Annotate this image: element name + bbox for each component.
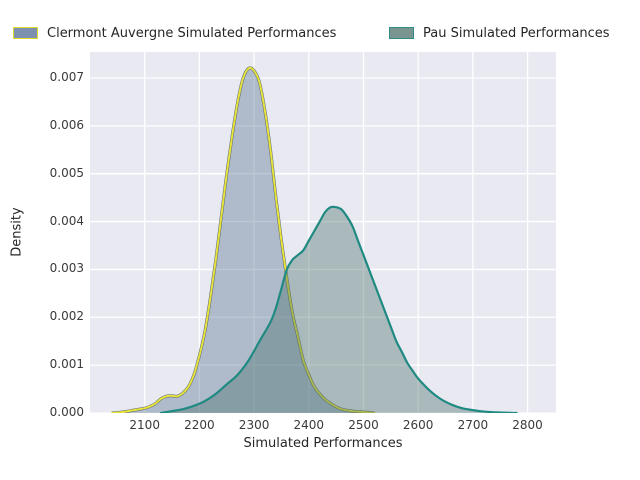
x-tick-2800: 2800 <box>512 418 543 432</box>
legend-swatch-clermont <box>13 27 38 39</box>
y-tick-0.007: 0.007 <box>49 69 84 84</box>
legend-label-clermont: Clermont Auvergne Simulated Performances <box>47 25 337 41</box>
series-pau <box>160 205 518 413</box>
x-axis-title: Simulated Performances <box>243 436 403 451</box>
x-tick-2400: 2400 <box>293 418 325 432</box>
y-axis-title: Density <box>9 207 25 257</box>
x-tick-2700: 2700 <box>457 418 489 432</box>
legend-item-clermont: Clermont Auvergne Simulated Performances <box>13 25 336 41</box>
x-tick-2300: 2300 <box>238 418 270 432</box>
x-tick-2500: 2500 <box>348 418 379 432</box>
x-tick-2200: 2200 <box>184 418 215 432</box>
density-line <box>160 205 518 413</box>
density-fill <box>161 206 517 413</box>
legend-label-pau: Pau Simulated Performances <box>423 25 610 41</box>
density-line <box>110 66 376 413</box>
y-tick-0.001: 0.001 <box>49 357 84 372</box>
x-tick-2600: 2600 <box>402 418 434 432</box>
x-tick-2100: 2100 <box>129 418 160 432</box>
plot-area-background <box>90 52 556 413</box>
y-tick-0.000: 0.000 <box>49 405 84 419</box>
series-clermont <box>110 66 376 413</box>
y-tick-0.005: 0.005 <box>49 165 84 180</box>
y-tick-0.006: 0.006 <box>49 117 84 132</box>
legend-item-pau: Pau Simulated Performances <box>389 25 610 41</box>
gridlines <box>90 52 556 413</box>
kde-chart-canvas <box>90 52 556 413</box>
y-tick-0.004: 0.004 <box>49 213 84 228</box>
y-tick-0.003: 0.003 <box>49 261 84 276</box>
y-tick-0.002: 0.002 <box>49 309 84 324</box>
legend-swatch-pau <box>389 27 414 39</box>
density-fill <box>111 67 375 413</box>
